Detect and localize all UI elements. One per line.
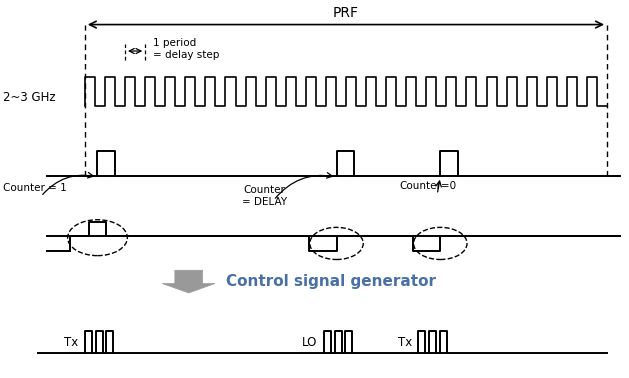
- Text: Control signal generator: Control signal generator: [226, 274, 437, 289]
- Text: LO: LO: [303, 336, 318, 349]
- Text: PRF: PRF: [333, 6, 359, 20]
- Text: Tx: Tx: [398, 336, 412, 349]
- Polygon shape: [162, 270, 215, 293]
- Text: 2~3 GHz: 2~3 GHz: [3, 91, 56, 104]
- Text: Counter = 1: Counter = 1: [3, 183, 67, 192]
- Text: 1 period
= delay step: 1 period = delay step: [153, 38, 219, 60]
- Text: Tx: Tx: [64, 336, 79, 349]
- Text: Counter
= DELAY: Counter = DELAY: [242, 185, 287, 207]
- Text: Counter=0: Counter=0: [399, 181, 457, 191]
